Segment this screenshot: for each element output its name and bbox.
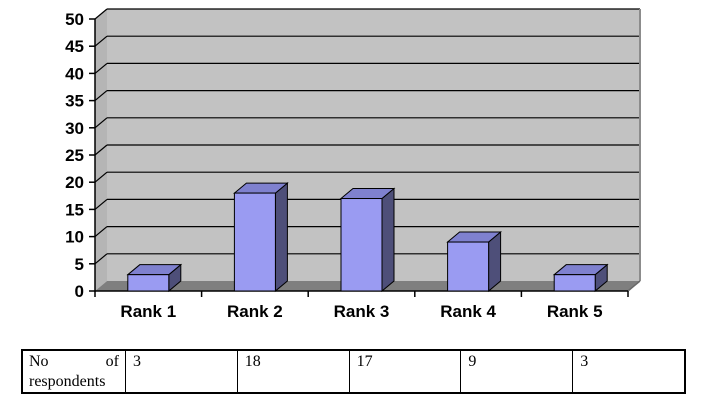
gridline-side bbox=[94, 62, 108, 74]
bar-rank-5 bbox=[552, 263, 609, 293]
x-axis-category-label: Rank 1 bbox=[120, 302, 176, 321]
y-axis-label: 15 bbox=[65, 200, 84, 219]
y-axis-label: 5 bbox=[75, 255, 84, 274]
y-axis-label: 25 bbox=[65, 146, 84, 165]
y-axis-label: 0 bbox=[75, 282, 84, 301]
bar-rank-1 bbox=[126, 263, 183, 293]
table-cell-rank-4: 9 bbox=[461, 351, 574, 392]
table-cell-rank-1: 3 bbox=[126, 351, 238, 392]
y-axis-label: 20 bbox=[65, 173, 84, 192]
x-axis-category-label: Rank 3 bbox=[334, 302, 390, 321]
gridline-side bbox=[94, 8, 108, 20]
table-cell-rank-2: 18 bbox=[238, 351, 350, 392]
gridline-side bbox=[94, 35, 108, 47]
y-axis-label: 10 bbox=[65, 228, 84, 247]
floor-right-edge bbox=[627, 280, 641, 292]
gridline-side bbox=[94, 253, 108, 265]
y-axis-label: 30 bbox=[65, 119, 84, 138]
respondents-table: No of respondents 3 18 17 9 3 bbox=[21, 349, 686, 394]
bar-rank-3 bbox=[339, 187, 396, 293]
x-axis-category-label: Rank 2 bbox=[227, 302, 283, 321]
table-cell-rank-3: 17 bbox=[350, 351, 462, 392]
gridline-side bbox=[94, 144, 108, 156]
y-axis-label: 35 bbox=[65, 92, 84, 111]
gridline-side bbox=[94, 171, 108, 183]
y-axis-label: 50 bbox=[65, 10, 84, 29]
gridline-side bbox=[94, 90, 108, 102]
x-axis-category-label: Rank 5 bbox=[547, 302, 603, 321]
table-cell-rank-5: 3 bbox=[580, 353, 589, 370]
gridline-side bbox=[94, 117, 108, 129]
y-axis-label: 45 bbox=[65, 37, 84, 56]
y-axis-label: 40 bbox=[65, 64, 84, 83]
bar-rank-2 bbox=[233, 182, 289, 293]
gridline-side bbox=[94, 226, 108, 238]
bar-rank-4 bbox=[446, 230, 502, 293]
bar-chart-3d: 0 5 10 15 20 25 30 35 40 45 50 Rank 1 Rank 2 Rank 3 Ra… bbox=[65, 8, 641, 321]
table-row-header: No of respondents bbox=[23, 351, 126, 392]
x-axis-category-label: Rank 4 bbox=[440, 302, 496, 321]
gridline-side bbox=[94, 198, 108, 210]
